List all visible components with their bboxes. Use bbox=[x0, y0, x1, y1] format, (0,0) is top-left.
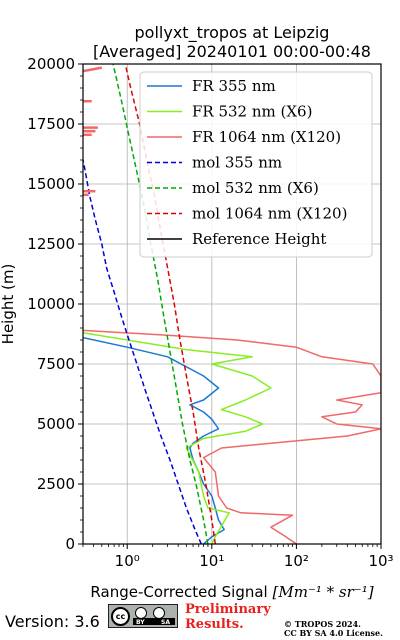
x-tick-label: 10³ bbox=[368, 552, 393, 570]
x-tick-label: 10¹ bbox=[199, 552, 224, 570]
creative-commons-icon: cc bbox=[111, 607, 130, 626]
legend-entry: FR 355 nm bbox=[192, 77, 276, 95]
legend-entry: mol 532 nm (X6) bbox=[192, 179, 319, 197]
axes: 0 2500 5000 7500 10000 12500 15000 17500 20000 10… bbox=[27, 55, 393, 570]
legend: FR 355 nm FR 532 nm (X6) FR 1064 nm (X120)… bbox=[139, 71, 373, 258]
series-line-2 bbox=[83, 329, 381, 544]
y-tick-label: 15000 bbox=[27, 175, 75, 193]
copyright-line-1: © TROPOS 2024. bbox=[284, 619, 361, 629]
y-tick-label: 17500 bbox=[27, 115, 75, 133]
legend-box bbox=[139, 71, 373, 258]
y-tick-label: 10000 bbox=[27, 295, 75, 313]
x-tick-label: 10² bbox=[284, 552, 309, 570]
copyright-line-2: CC BY SA 4.0 License. bbox=[284, 628, 383, 638]
y-tick-label: 5000 bbox=[37, 415, 75, 433]
legend-entry: Reference Height bbox=[192, 230, 326, 248]
y-tick-label: 2500 bbox=[37, 475, 75, 493]
version-label: Version: 3.6 bbox=[5, 612, 100, 631]
legend-entry: FR 1064 nm (X120) bbox=[192, 128, 341, 146]
preliminary-notice: Preliminary Results. bbox=[185, 602, 271, 632]
license-sa-label: SA bbox=[161, 619, 170, 626]
chart-title-line-1: pollyxt_tropos at Leipzig bbox=[135, 23, 330, 43]
x-axis-label: Range-Corrected Signal [Mm⁻¹ * sr⁻¹] bbox=[90, 583, 373, 601]
series-line-4 bbox=[112, 64, 209, 544]
legend-entry: mol 1064 nm (X120) bbox=[192, 205, 347, 223]
preliminary-line-1: Preliminary bbox=[185, 602, 271, 617]
preliminary-line-2: Results. bbox=[185, 617, 244, 632]
y-tick-label: 12500 bbox=[27, 235, 75, 253]
series-line-3 bbox=[83, 159, 202, 544]
series-line-0 bbox=[83, 336, 225, 544]
x-axis-label-unit: [Mm⁻¹ * sr⁻¹] bbox=[273, 583, 374, 601]
x-axis-label-text: Range-Corrected Signal bbox=[90, 583, 267, 601]
license-badge-bar bbox=[133, 618, 175, 625]
series-line-1 bbox=[83, 332, 272, 544]
license-badge[interactable]: cc BY SA bbox=[108, 604, 178, 628]
license-by-label: BY bbox=[136, 619, 145, 626]
fr-1064-segment bbox=[83, 66, 103, 73]
copyright-notice: © TROPOS 2024. CC BY SA 4.0 License. bbox=[284, 620, 383, 638]
x-tick-label: 10⁰ bbox=[115, 552, 140, 570]
legend-entry: mol 355 nm bbox=[192, 154, 282, 172]
series-line-5 bbox=[124, 64, 217, 544]
chart-title-line-2: [Averaged] 20240101 00:00-00:48 bbox=[93, 42, 371, 61]
plot-frame bbox=[82, 63, 382, 545]
y-axis-label: Height (m) bbox=[0, 264, 17, 345]
y-tick-label: 20000 bbox=[27, 55, 75, 73]
legend-entry: FR 532 nm (X6) bbox=[192, 103, 312, 121]
plot-area bbox=[83, 64, 381, 544]
y-tick-label: 0 bbox=[65, 535, 75, 553]
y-tick-label: 7500 bbox=[37, 355, 75, 373]
